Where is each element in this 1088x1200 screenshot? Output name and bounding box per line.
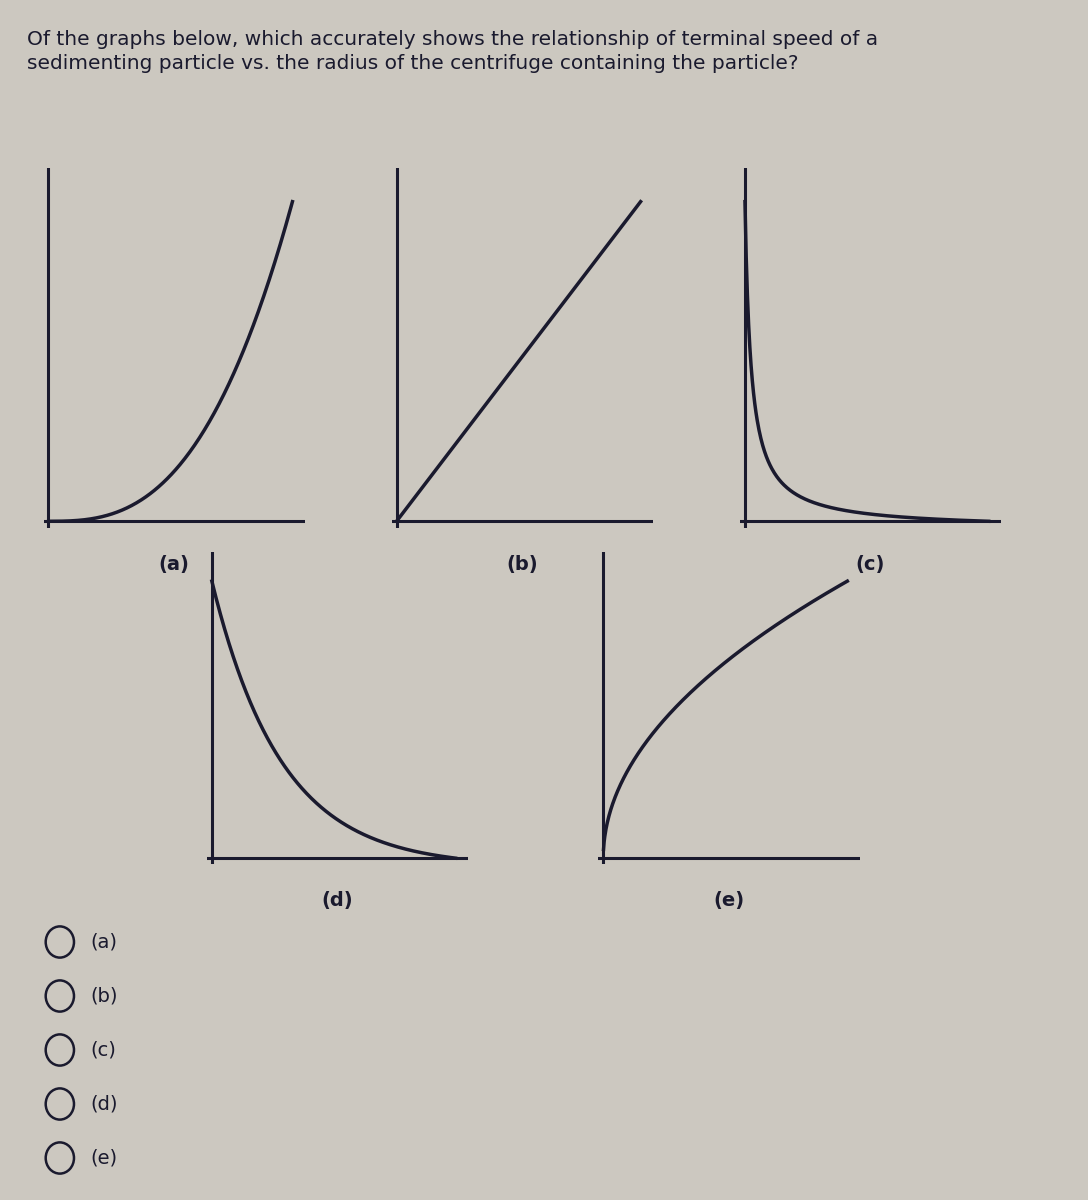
Text: (b): (b): [506, 554, 539, 574]
Text: (d): (d): [321, 890, 354, 910]
Text: sedimenting particle vs. the radius of the centrifuge containing the particle?: sedimenting particle vs. the radius of t…: [27, 54, 799, 73]
Text: (d): (d): [90, 1094, 118, 1114]
Text: (a): (a): [90, 932, 118, 952]
Text: (e): (e): [90, 1148, 118, 1168]
Text: (a): (a): [159, 554, 189, 574]
Text: (e): (e): [714, 890, 744, 910]
Text: (b): (b): [90, 986, 118, 1006]
Text: (c): (c): [90, 1040, 116, 1060]
Text: Of the graphs below, which accurately shows the relationship of terminal speed o: Of the graphs below, which accurately sh…: [27, 30, 878, 49]
Text: (c): (c): [856, 554, 885, 574]
